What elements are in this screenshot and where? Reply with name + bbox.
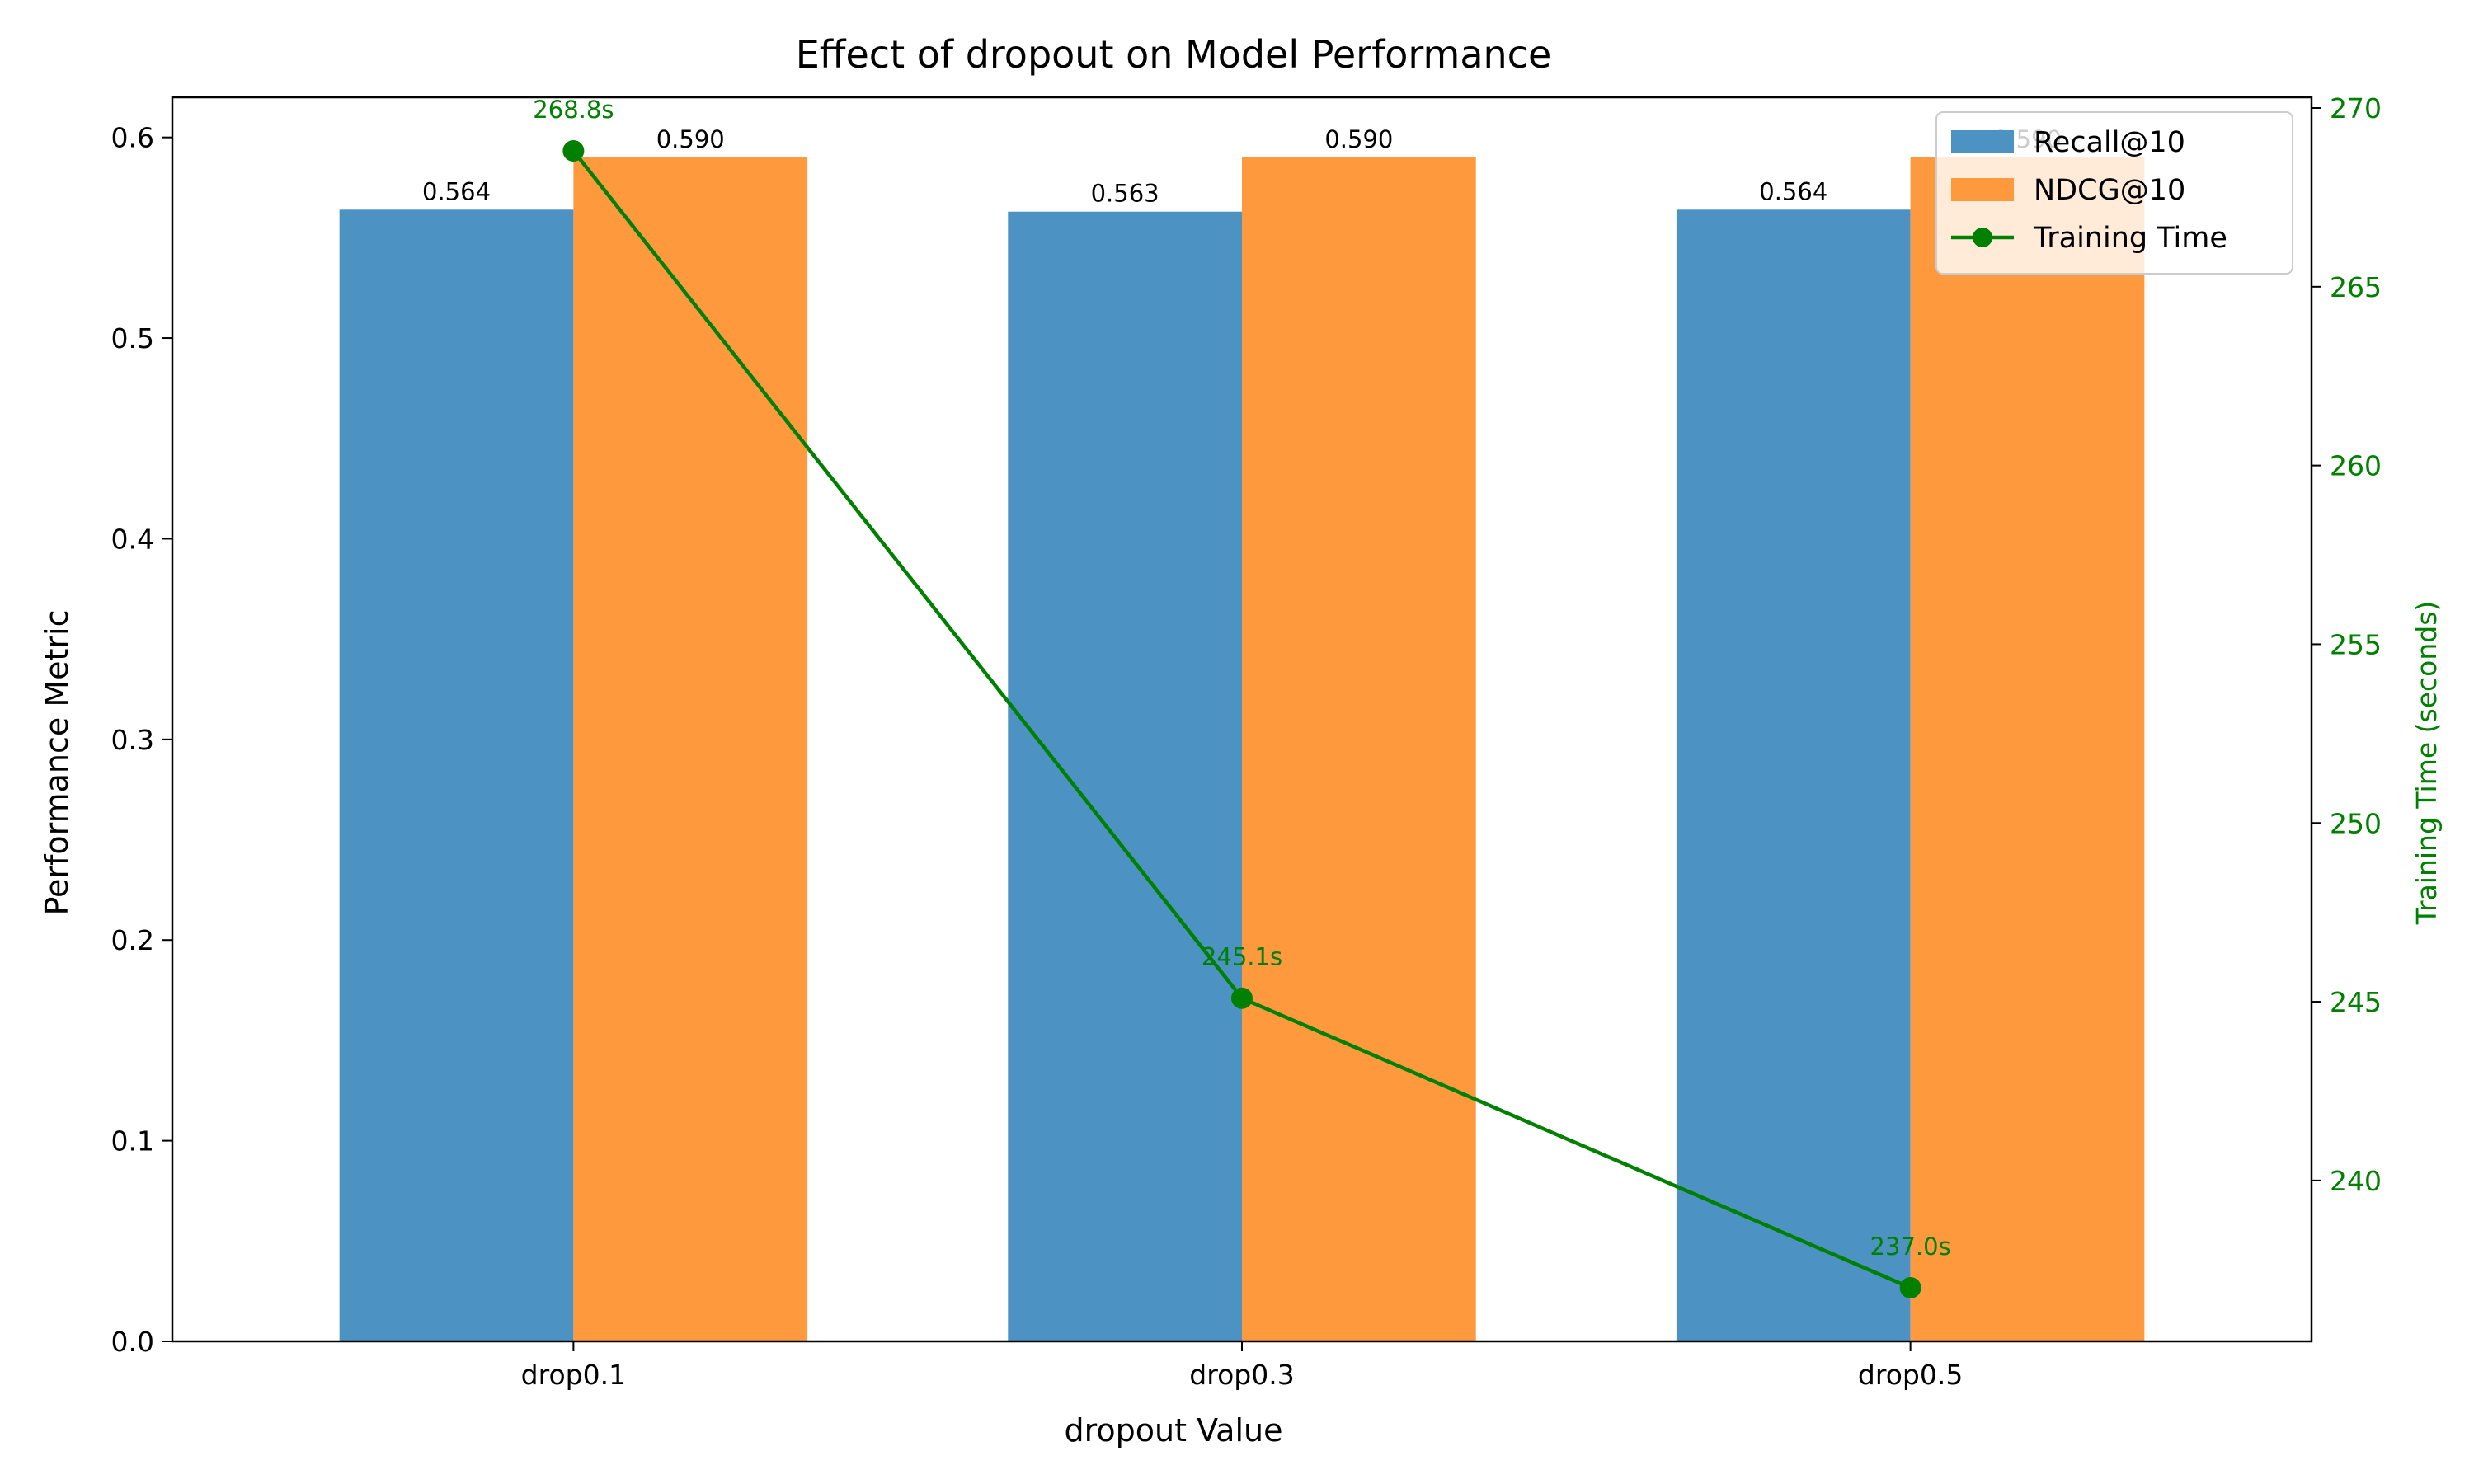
- legend-swatch: [1951, 178, 2014, 201]
- legend: Recall@10 NDCG@10 Training Time: [1935, 111, 2293, 275]
- training-time-point: [562, 140, 585, 162]
- y2-tick-label: 250: [2330, 807, 2382, 839]
- y2-tick-label: 255: [2330, 628, 2382, 660]
- legend-label: Recall@10: [2034, 126, 2185, 159]
- x-tick-label: drop0.1: [521, 1359, 626, 1391]
- y2-tick-label: 245: [2330, 986, 2382, 1018]
- x-tick-label: drop0.5: [1858, 1359, 1963, 1391]
- training-time-label: 237.0s: [1870, 1233, 1951, 1261]
- y-tick-label: 0.3: [111, 724, 154, 756]
- x-axis-label: dropout Value: [1065, 1412, 1283, 1449]
- bar-value-label: 0.590: [1324, 125, 1393, 153]
- training-time-label: 268.8s: [533, 96, 614, 124]
- y-tick-label: 0.1: [111, 1125, 154, 1158]
- y-tick-label: 0.4: [111, 523, 154, 555]
- training-time-label: 245.1s: [1202, 943, 1282, 971]
- legend-swatch-marker: [1973, 228, 1992, 247]
- chart-title: Effect of dropout on Model Performance: [796, 32, 1552, 77]
- bar-value-label: 0.564: [422, 177, 491, 205]
- legend-label: Training Time: [2033, 222, 2227, 255]
- bar-recall-10-drop0-5: [1676, 209, 1911, 1341]
- training-time-point: [1231, 987, 1253, 1009]
- y2-tick-label: 265: [2330, 271, 2382, 303]
- axes-layer: 0.0 0.1 0.2 0.3 0.4 0.5 0.6 240 245 250 255 260 265 2…: [111, 92, 2382, 1391]
- bar-value-label: 0.564: [1759, 177, 1827, 205]
- y-tick-label: 0.2: [111, 924, 154, 956]
- x-tick-label: drop0.3: [1189, 1359, 1294, 1391]
- bar-recall-10-drop0-3: [1008, 211, 1242, 1342]
- bar-recall-10-drop0-1: [339, 209, 574, 1341]
- bar-value-label: 0.563: [1091, 180, 1159, 208]
- legend-swatch: [1951, 130, 2014, 153]
- y2-axis-label: Training Time (seconds): [2411, 601, 2443, 926]
- training-time-line-layer: 268.8s 245.1s 237.0s: [533, 96, 1951, 1298]
- y2-tick-label: 270: [2330, 92, 2382, 124]
- y2-tick-label: 240: [2330, 1165, 2382, 1197]
- y-tick-label: 0.0: [111, 1326, 154, 1358]
- y-axis-label: Performance Metric: [39, 609, 75, 915]
- y-tick-label: 0.6: [111, 122, 154, 154]
- bar-ndcg-10-drop0-5: [1910, 157, 2145, 1341]
- y-tick-label: 0.5: [111, 322, 154, 355]
- legend-label: NDCG@10: [2034, 174, 2185, 207]
- legend-box: [1935, 111, 2293, 275]
- training-time-point: [1899, 1276, 1921, 1298]
- bars-layer: [339, 157, 2145, 1342]
- y2-tick-label: 260: [2330, 450, 2382, 482]
- bar-ndcg-10-drop0-1: [573, 157, 808, 1341]
- bar-ndcg-10-drop0-3: [1242, 157, 1476, 1341]
- bar-value-label: 0.590: [656, 125, 725, 153]
